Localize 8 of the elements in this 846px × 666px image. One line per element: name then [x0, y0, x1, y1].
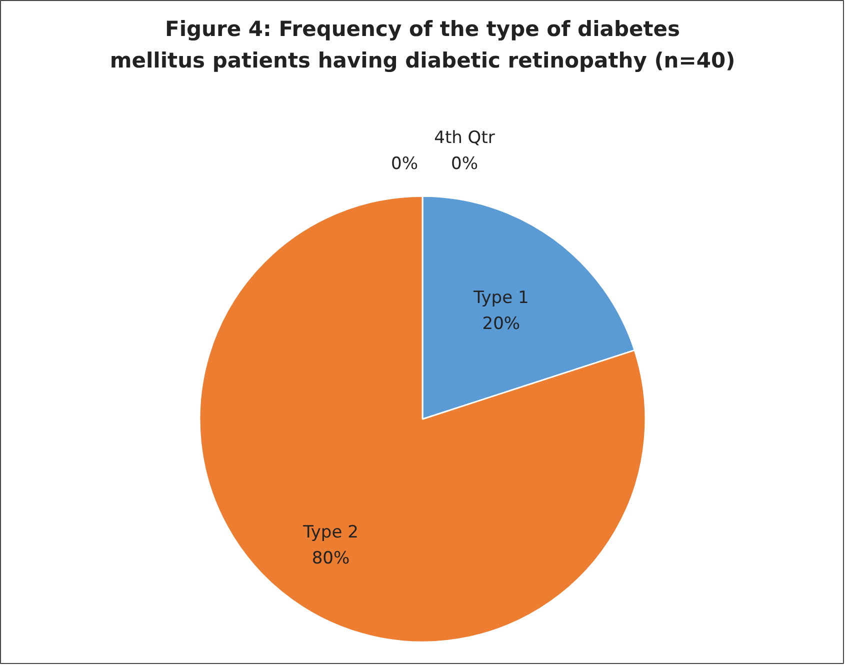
slice-label: Type 1 — [472, 288, 529, 308]
slice-label: Type 2 — [302, 522, 358, 542]
data-label: 80% — [312, 548, 350, 568]
category-label: 4th Qtr — [434, 128, 495, 148]
data-label: 20% — [482, 314, 520, 334]
chart-title: Figure 4: Frequency of the type of diabetes mellitus patients having diabetic retinopathy (n=40) — [110, 17, 736, 72]
text: 0% — [451, 154, 478, 174]
text: 0% — [391, 154, 418, 174]
